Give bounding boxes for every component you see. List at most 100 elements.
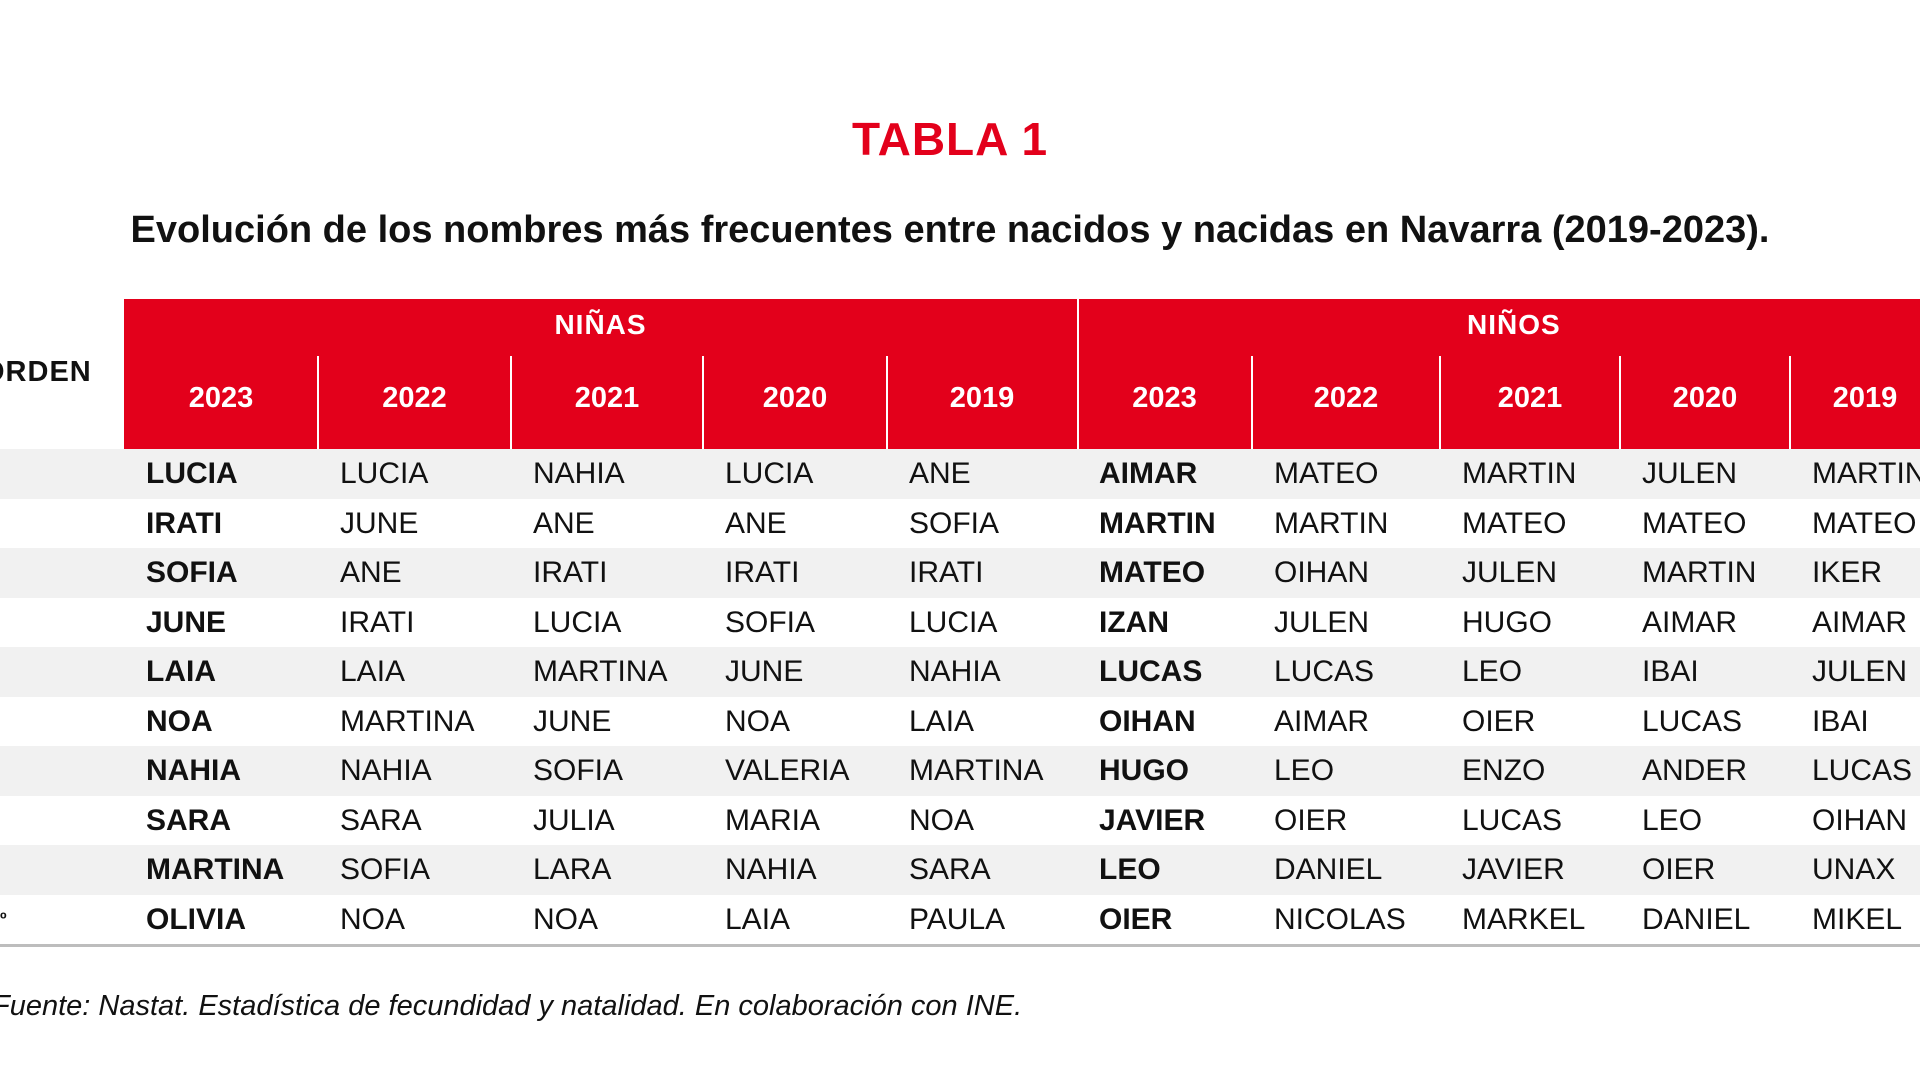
boys-name-cell: LUCAS (1099, 655, 1203, 688)
year-header-divider (1619, 356, 1621, 449)
boys-name-cell: JAVIER (1099, 803, 1206, 837)
group-header-boys: NIÑOS (1467, 309, 1561, 340)
boys-name-cell: MIKEL (1812, 902, 1903, 936)
boys-name-cell: HUGO (1462, 605, 1552, 639)
girls-name-cell: JUNE (146, 605, 227, 639)
girls-name-cell: NAHIA (909, 655, 1001, 688)
girls-name-cell: SOFIA (533, 754, 624, 787)
year-header-girls-2022: 2022 (382, 382, 447, 414)
boys-name-cell: AIMAR (1099, 457, 1198, 490)
girls-name-cell: OLIVIA (146, 902, 247, 936)
girls-name-cell: NOA (533, 902, 599, 936)
boys-name-cell: MATEO (1099, 556, 1206, 589)
year-header-boys-2023: 2023 (1132, 382, 1197, 414)
table-subtitle: Evolución de los nombres más frecuentes … (130, 209, 1770, 251)
girls-name-cell: MARTINA (146, 853, 285, 886)
boys-name-cell: AIMAR (1642, 605, 1738, 639)
girls-name-cell: MARTINA (533, 655, 668, 688)
girls-name-cell: NOA (340, 902, 406, 936)
table-row: MARTINA SOFIA LARA NAHIA SARA LEO DANIEL JAVIER… (0, 845, 1920, 895)
girls-name-cell: MARTINA (909, 754, 1044, 787)
year-header-girls-2021: 2021 (574, 382, 640, 414)
table-row: NOA MARTINA JUNE NOA LAIA OIHAN AIMAR OIER LUCAS… (0, 696, 1920, 746)
boys-name-cell: JULEN (1462, 556, 1558, 589)
orden-column-header-text: ORDEN (0, 356, 92, 388)
girls-name-cell: IRATI (146, 506, 223, 540)
boys-name-cell: OIER (1462, 704, 1536, 738)
boys-name-cell: MATEO (1812, 506, 1917, 540)
year-header-girls-2020: 2020 (762, 382, 828, 414)
girls-name-cell: IRATI (340, 605, 415, 639)
year-header-divider (702, 356, 704, 449)
boys-name-cell: LEO (1274, 754, 1335, 787)
girls-name-cell: LUCIA (340, 457, 429, 490)
boys-name-cell: AIMAR (1274, 704, 1370, 738)
girls-name-cell: JUNE (725, 655, 804, 688)
girls-name-cell: LUCIA (909, 605, 998, 639)
table-row: LUCIA LUCIA NAHIA LUCIA ANE AIMAR MATEO MARTIN J… (0, 449, 1920, 499)
boys-name-cell: OIHAN (1812, 803, 1908, 837)
girls-name-cell: JUNE (340, 506, 419, 540)
year-header-boys-2022: 2022 (1313, 382, 1379, 414)
boys-name-cell: MATEO (1462, 506, 1567, 540)
girls-name-cell: LAIA (146, 655, 216, 688)
girls-name-cell: SARA (340, 803, 422, 837)
year-header-divider (317, 356, 319, 449)
year-header-boys-2020: 2020 (1672, 382, 1738, 414)
row-order-mark: º (0, 908, 7, 929)
girls-name-cell: LAIA (909, 704, 975, 738)
girls-name-cell: NAHIA (533, 457, 625, 490)
year-header-boys-2021: 2021 (1497, 382, 1563, 414)
table-row: NAHIA NAHIA SOFIA VALERIA MARTINA HUGO LEO ENZO… (0, 746, 1920, 796)
boys-name-cell: OIER (1642, 853, 1716, 886)
boys-name-cell: HUGO (1099, 754, 1189, 787)
table-row: IRATI JUNE ANE ANE SOFIA MARTIN MARTIN MATEO MAT… (0, 498, 1920, 548)
source-note: Fuente: Nastat. Estadística de fecundida… (0, 990, 1023, 1022)
table-body: LUCIA LUCIA NAHIA LUCIA ANE AIMAR MATEO MARTIN J… (0, 449, 1920, 944)
year-header-divider (1439, 356, 1441, 449)
girls-name-cell: IRATI (725, 556, 800, 589)
year-header-divider (1251, 356, 1253, 449)
girls-name-cell: SARA (146, 803, 232, 837)
girls-name-cell: MARIA (725, 803, 821, 837)
boys-name-cell: OIER (1274, 803, 1348, 837)
girls-name-cell: NAHIA (146, 754, 241, 787)
girls-name-cell: JUNE (533, 704, 612, 738)
group-divider (1077, 299, 1079, 449)
girls-name-cell: SOFIA (909, 506, 1000, 540)
table-row: JUNE IRATI LUCIA SOFIA LUCIA IZAN JULEN HUGO AIM… (0, 597, 1920, 647)
girls-name-cell: LUCIA (725, 457, 814, 490)
girls-name-cell: NAHIA (340, 754, 432, 787)
boys-name-cell: DANIEL (1642, 902, 1751, 936)
boys-name-cell: MARTIN (1099, 506, 1216, 540)
boys-name-cell: IBAI (1812, 704, 1869, 738)
girls-name-cell: MARTINA (340, 704, 475, 738)
girls-name-cell: ANE (533, 506, 595, 540)
boys-name-cell: LUCAS (1462, 803, 1563, 837)
year-header-girls-2023: 2023 (188, 382, 254, 414)
table-label: TABLA 1 (851, 113, 1049, 165)
girls-name-cell: PAULA (909, 902, 1006, 936)
boys-name-cell: MARKEL (1462, 902, 1586, 936)
girls-name-cell: ANE (909, 457, 971, 490)
boys-name-cell: IKER (1812, 556, 1883, 589)
girls-name-cell: LAIA (725, 902, 791, 936)
boys-name-cell: IBAI (1642, 655, 1699, 688)
boys-name-cell: ANDER (1642, 754, 1748, 787)
girls-name-cell: SOFIA (146, 556, 238, 589)
boys-name-cell: JULEN (1274, 605, 1370, 639)
boys-name-cell: LUCAS (1642, 704, 1743, 738)
year-header-divider (1789, 356, 1791, 449)
boys-name-cell: JAVIER (1462, 853, 1565, 886)
boys-name-cell: MARTIN (1274, 506, 1389, 540)
boys-name-cell: LEO (1099, 853, 1161, 886)
boys-name-cell: MARTIN (1812, 457, 1920, 490)
table-row: SARA SARA JULIA MARIA NOA JAVIER OIER LUCAS LEO O… (0, 795, 1920, 845)
table-row: SOFIA ANE IRATI IRATI IRATI MATEO OIHAN JULEN MA… (0, 548, 1920, 598)
boys-name-cell: IZAN (1099, 605, 1169, 639)
boys-name-cell: LEO (1462, 655, 1523, 688)
boys-name-cell: OIHAN (1274, 556, 1370, 589)
boys-name-cell: OIER (1099, 902, 1173, 936)
boys-name-cell: NICOLAS (1274, 902, 1406, 936)
girls-name-cell: IRATI (909, 556, 984, 589)
